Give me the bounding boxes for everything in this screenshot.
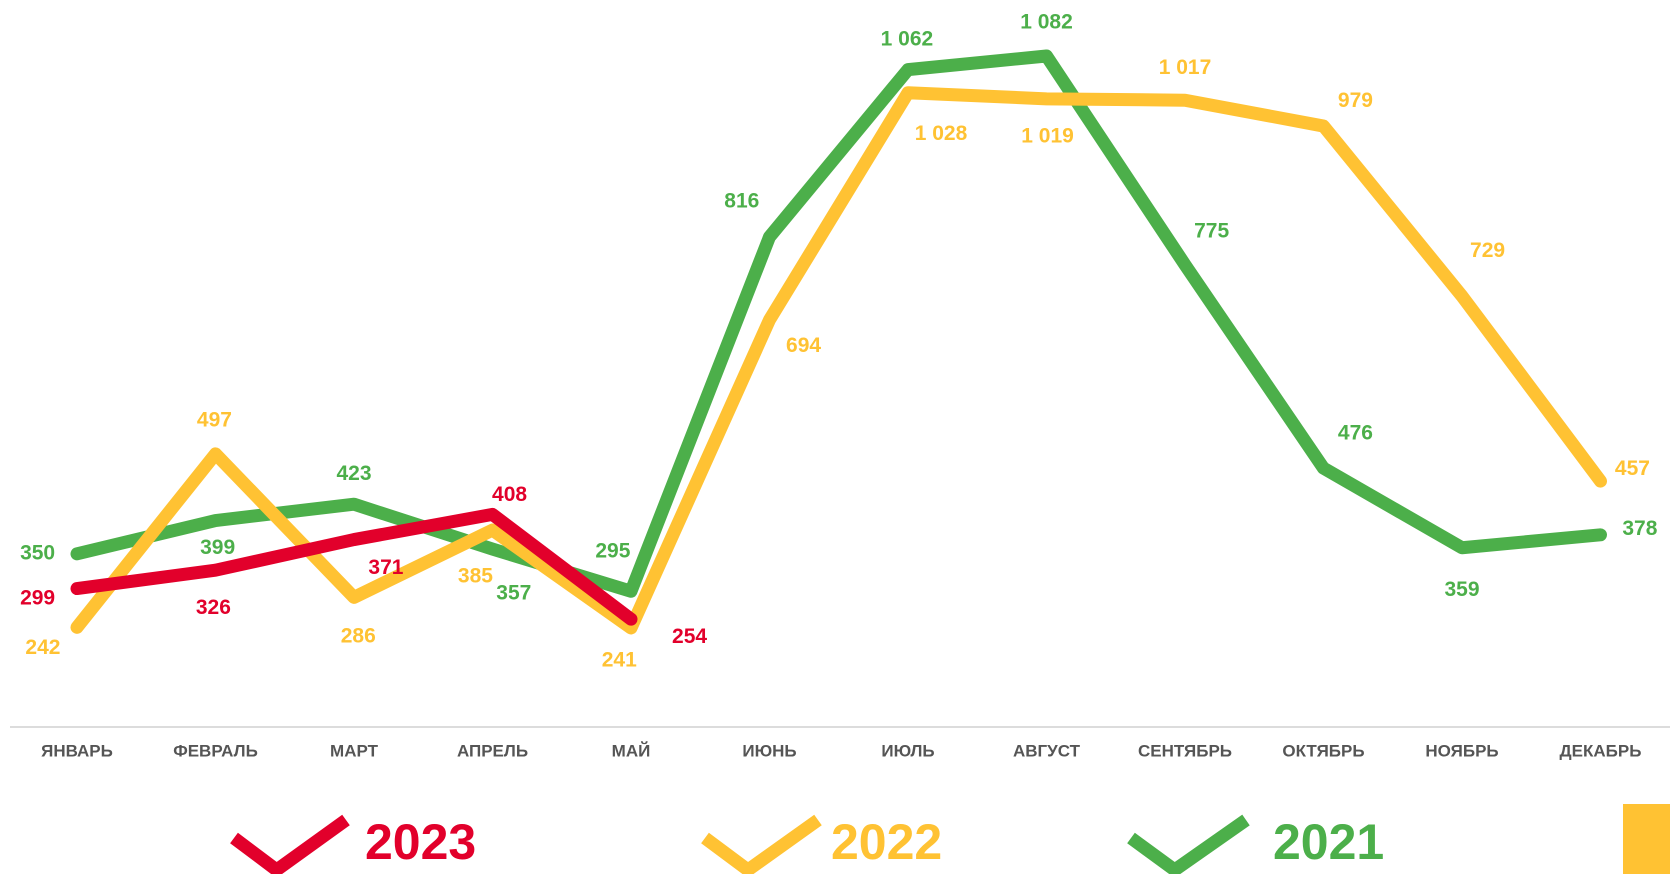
data-label: 423 xyxy=(336,462,371,485)
data-label: 979 xyxy=(1338,89,1373,112)
data-label: 254 xyxy=(672,625,707,648)
data-label: 378 xyxy=(1622,517,1657,540)
data-label: 457 xyxy=(1615,457,1650,480)
data-label: 357 xyxy=(496,581,531,604)
data-label: 350 xyxy=(20,541,55,564)
x-tick-label: ИЮЛЬ xyxy=(881,741,934,760)
x-tick-label: ОКТЯБРЬ xyxy=(1282,741,1364,760)
data-label: 1 028 xyxy=(915,122,968,145)
data-label: 1 082 xyxy=(1020,11,1073,34)
x-tick-label: НОЯБРЬ xyxy=(1425,741,1498,760)
data-label: 359 xyxy=(1444,578,1479,601)
x-tick-label: АПРЕЛЬ xyxy=(457,741,528,760)
x-tick-label: ДЕКАБРЬ xyxy=(1560,741,1642,760)
data-label: 1 017 xyxy=(1159,56,1212,79)
data-label: 476 xyxy=(1338,422,1373,445)
series-line xyxy=(70,507,638,626)
series-line xyxy=(70,49,1607,598)
data-label: 286 xyxy=(341,624,376,647)
x-tick-label: ЯНВАРЬ xyxy=(41,741,113,760)
x-tick-label: ИЮНЬ xyxy=(742,741,796,760)
data-label: 371 xyxy=(368,556,403,579)
data-label: 399 xyxy=(200,536,235,559)
legend-icon xyxy=(230,814,350,874)
legend-label: 2023 xyxy=(365,814,476,870)
legend-icon xyxy=(1127,814,1250,874)
data-label: 295 xyxy=(595,539,630,562)
data-label: 385 xyxy=(458,564,493,587)
data-label: 497 xyxy=(197,408,232,431)
legend-label: 2022 xyxy=(831,814,942,870)
data-label: 242 xyxy=(25,636,60,659)
data-label: 408 xyxy=(492,483,527,506)
data-label: 326 xyxy=(196,596,231,619)
data-label: 299 xyxy=(20,587,55,610)
data-label: 241 xyxy=(602,649,637,672)
data-label: 816 xyxy=(724,189,759,212)
x-tick-label: АВГУСТ xyxy=(1013,741,1081,760)
legend-label: 2021 xyxy=(1273,814,1384,870)
data-label: 729 xyxy=(1470,239,1505,262)
x-tick-label: МАРТ xyxy=(330,741,379,760)
x-tick-label: СЕНТЯБРЬ xyxy=(1138,741,1232,760)
x-tick-label: ФЕВРАЛЬ xyxy=(173,741,258,760)
series-line xyxy=(70,86,1607,635)
data-label: 694 xyxy=(786,334,821,357)
x-tick-label: МАЙ xyxy=(612,741,651,760)
data-label: 1 019 xyxy=(1021,125,1074,148)
legend-icon xyxy=(701,814,822,874)
data-label: 1 062 xyxy=(881,27,934,50)
corner-button[interactable] xyxy=(1623,804,1670,874)
data-label: 775 xyxy=(1194,219,1229,242)
